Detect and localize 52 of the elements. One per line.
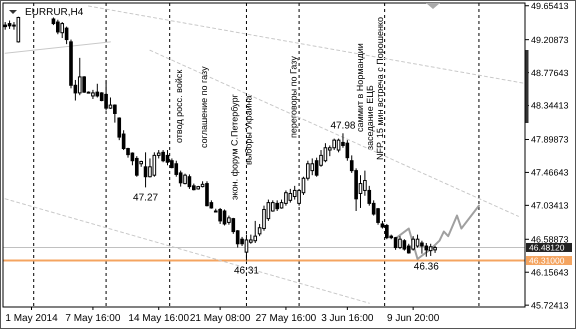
candlestick <box>398 236 402 250</box>
y-tick-label: 47.89873 <box>531 134 569 145</box>
annotation: отвод росс. войск <box>174 70 184 143</box>
chart-title: EURRUR,H4 <box>25 7 84 18</box>
candlestick <box>166 150 170 166</box>
candlestick <box>222 208 226 226</box>
y-tick-label: 46.15643 <box>531 267 569 278</box>
candlestick <box>376 207 380 226</box>
annotation: соглашение по газу <box>198 66 209 148</box>
annotation: саммит в Нормандии <box>355 43 366 132</box>
y-tick-label: 47.03413 <box>531 200 569 210</box>
candlestick <box>205 180 209 207</box>
candlestick <box>292 185 297 200</box>
y-tick-label: 49.65413 <box>531 0 569 11</box>
candlestick <box>95 83 100 98</box>
x-tick-label: 3 Jun 16:00 <box>321 313 374 324</box>
line-series <box>394 204 480 260</box>
annotation: NFP, 15 мин встреча с Порошенко <box>374 17 385 160</box>
candlestick <box>183 173 187 185</box>
annotation: выборы Украина <box>244 95 254 165</box>
candlestick <box>64 26 68 45</box>
annotation: 46.31 <box>234 266 260 277</box>
y-tick-label: 47.46643 <box>531 168 569 178</box>
candlestick <box>262 205 266 232</box>
ref-line-label: 46.48120 <box>529 242 565 252</box>
x-tick-label: 21 May 08:00 <box>190 313 251 324</box>
annotation: 46.36 <box>414 262 440 273</box>
candlestick <box>428 243 433 256</box>
y-tick-label: 45.72413 <box>531 300 569 310</box>
candlestick <box>310 158 314 176</box>
x-tick-label: 9 Jun 20:00 <box>387 313 440 324</box>
candlestick <box>60 22 64 39</box>
candlestick <box>78 57 82 96</box>
annotation: переговоры по Газу <box>288 56 298 138</box>
x-tick-label: 27 May 16:00 <box>256 313 317 324</box>
y-tick-label: 48.34413 <box>531 100 569 111</box>
y-tick-label: 46.58873 <box>531 234 569 244</box>
x-tick-label: 7 May 16:00 <box>65 313 121 324</box>
candlestick <box>244 234 248 262</box>
annotation: 47.98 <box>330 120 356 132</box>
candlestick <box>253 220 258 244</box>
y-tick-label: 48.77643 <box>531 68 569 78</box>
ref-line-label: 46.31000 <box>529 256 565 266</box>
candlestick <box>424 242 428 258</box>
x-tick-label: 1 May 2014 <box>5 313 58 324</box>
annotation: 47.27 <box>133 192 159 204</box>
candlestick <box>134 156 139 178</box>
x-tick-label: 14 May 16:00 <box>128 313 190 324</box>
candlestick <box>416 234 420 248</box>
y-tick-label: 49.20873 <box>531 34 569 45</box>
annotation: заседание ЕЦБ <box>365 85 376 150</box>
annotation: экон. форум С.Петербург <box>230 93 240 200</box>
